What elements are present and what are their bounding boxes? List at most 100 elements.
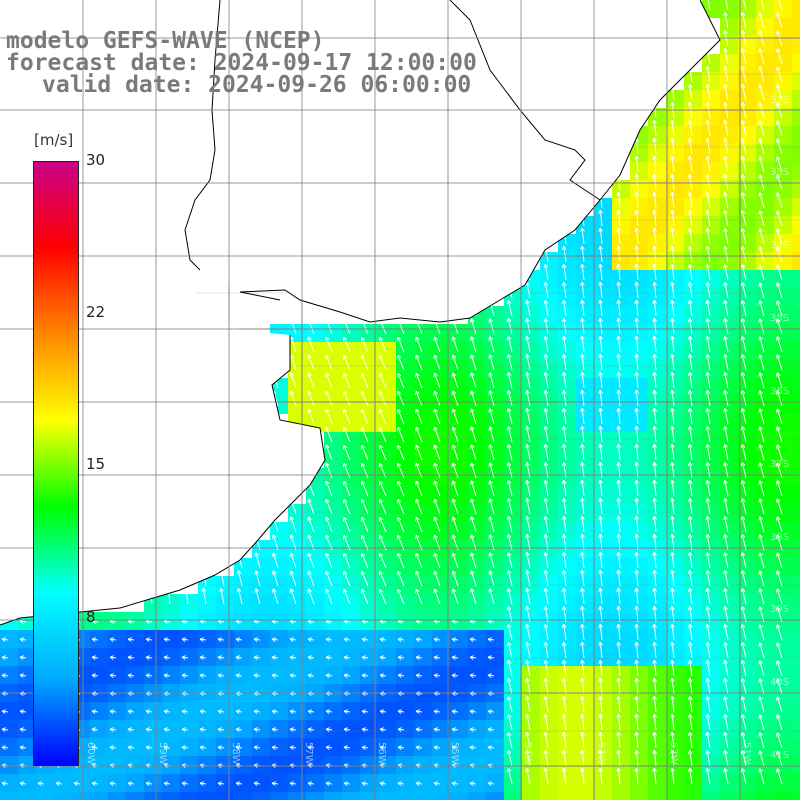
- wind-cell: [792, 270, 800, 288]
- wind-arrow: [235, 655, 243, 660]
- wind-cell: [630, 702, 648, 720]
- wind-cell: [360, 468, 378, 486]
- wind-cell: [450, 720, 468, 738]
- wind-arrow: [378, 570, 387, 587]
- wind-cell: [576, 594, 594, 612]
- wind-arrow: [289, 588, 297, 605]
- wind-cell: [558, 396, 576, 414]
- wind-cell: [540, 558, 558, 576]
- wind-arrow: [525, 731, 531, 749]
- wind-cell: [522, 630, 540, 648]
- wind-cell: [558, 774, 576, 792]
- wind-cell: [288, 792, 306, 800]
- wind-arrow: [271, 655, 279, 660]
- wind-arrow: [580, 695, 585, 713]
- wind-arrow: [616, 695, 622, 713]
- wind-cell: [414, 774, 432, 792]
- wind-arrow: [598, 749, 603, 767]
- wind-cell: [396, 504, 414, 522]
- wind-cell: [558, 738, 576, 756]
- wind-arrow: [758, 228, 765, 245]
- wind-arrow: [580, 281, 585, 299]
- wind-cell: [234, 792, 252, 800]
- wind-cell: [522, 414, 540, 432]
- wind-arrow: [163, 637, 171, 642]
- wind-cell: [576, 774, 594, 792]
- wind-cell: [522, 468, 540, 486]
- wind-cell: [54, 792, 72, 800]
- wind-cell: [468, 756, 486, 774]
- wind-arrow: [451, 534, 459, 551]
- wind-arrow: [670, 443, 675, 461]
- wind-cell: [540, 540, 558, 558]
- wind-arrow: [488, 390, 495, 407]
- wind-cell: [684, 324, 702, 342]
- wind-cell: [324, 666, 342, 684]
- wind-cell: [612, 558, 630, 576]
- wind-arrow: [670, 353, 675, 371]
- wind-arrow: [109, 781, 117, 786]
- wind-cell: [792, 756, 800, 774]
- wind-cell: [612, 792, 630, 800]
- wind-arrow: [415, 354, 423, 371]
- wind-arrow: [543, 731, 549, 749]
- wind-cell: [684, 126, 702, 144]
- wind-cell: [18, 756, 36, 774]
- wind-arrow: [670, 245, 675, 263]
- wind-cell: [648, 216, 666, 234]
- wind-cell: [738, 450, 756, 468]
- wind-cell: [324, 450, 342, 468]
- wind-arrow: [307, 318, 315, 335]
- wind-cell: [540, 702, 558, 720]
- wind-cell: [594, 414, 612, 432]
- wind-arrow: [580, 353, 585, 371]
- wind-arrow: [740, 282, 747, 299]
- wind-arrow: [740, 768, 747, 785]
- wind-cell: [702, 666, 720, 684]
- wind-arrow: [634, 389, 640, 407]
- wind-cell: [252, 774, 270, 792]
- wind-arrow: [687, 731, 693, 749]
- wind-arrow: [598, 245, 603, 263]
- lat-label: 40S: [770, 677, 790, 688]
- wind-cell: [666, 450, 684, 468]
- wind-arrow: [543, 479, 549, 497]
- wind-arrow: [379, 709, 387, 714]
- wind-arrow: [705, 353, 711, 371]
- wind-arrow: [415, 570, 423, 587]
- wind-cell: [720, 702, 738, 720]
- wind-arrow: [775, 318, 783, 335]
- wind-arrow: [469, 498, 477, 515]
- border-line: [184, 0, 601, 301]
- wind-arrow: [705, 173, 711, 191]
- wind-cell: [306, 648, 324, 666]
- wind-arrow: [723, 606, 729, 623]
- wind-arrow: [740, 516, 747, 533]
- wind-arrow: [687, 317, 693, 335]
- wind-arrow: [561, 335, 567, 353]
- wind-arrow: [705, 515, 711, 533]
- wind-arrow: [543, 497, 549, 515]
- wind-cell: [648, 432, 666, 450]
- wind-arrow: [705, 587, 711, 605]
- wind-cell: [684, 738, 702, 756]
- wind-cell: [378, 558, 396, 576]
- wind-arrow: [307, 408, 315, 425]
- wind-cell: [504, 720, 522, 738]
- wind-cell: [720, 0, 738, 18]
- wind-arrow: [758, 696, 765, 713]
- lon-label: 51W: [741, 742, 752, 765]
- wind-cell: [432, 648, 450, 666]
- wind-cell: [702, 468, 720, 486]
- wind-arrow: [469, 637, 477, 642]
- wind-arrow: [1, 637, 9, 642]
- wind-cell: [342, 792, 360, 800]
- wind-arrow: [343, 673, 351, 678]
- wind-arrow: [543, 407, 549, 425]
- wind-arrow: [325, 516, 333, 533]
- wind-cell: [306, 594, 324, 612]
- wind-cell: [612, 486, 630, 504]
- wind-arrow: [758, 426, 765, 443]
- wind-cell: [378, 738, 396, 756]
- wind-arrow: [506, 642, 513, 659]
